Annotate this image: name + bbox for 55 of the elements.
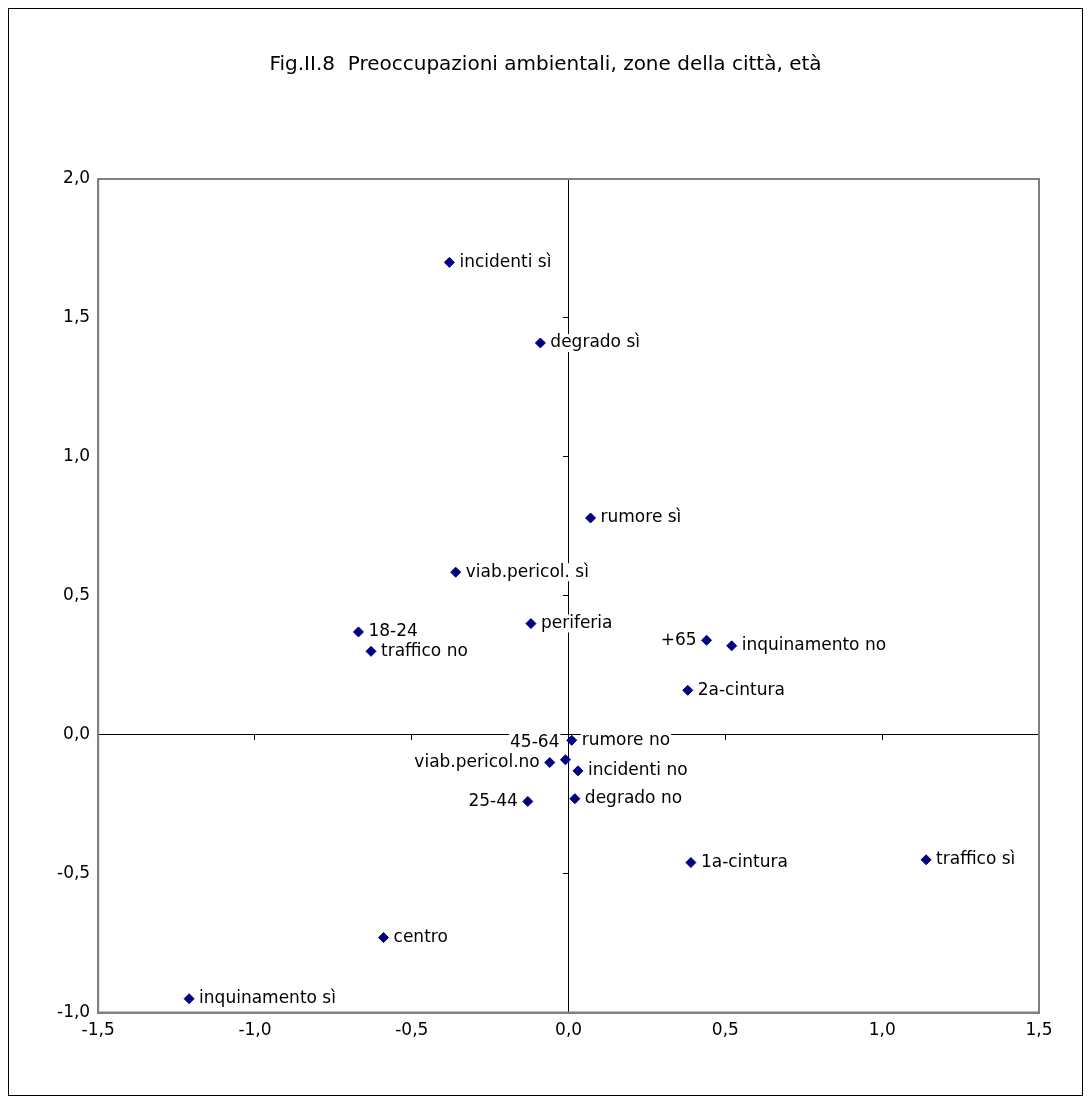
x-tick-label: 1,0 (868, 1019, 896, 1040)
annotation: +65 (660, 628, 697, 649)
annotation: periferia (540, 612, 613, 633)
point (726, 640, 738, 652)
point (682, 684, 694, 696)
y-tick-label: 0,0 (63, 723, 91, 744)
point (443, 256, 455, 268)
x-tick-label: -1,0 (238, 1019, 272, 1040)
x-tick-label: 0,5 (711, 1019, 739, 1040)
point (522, 795, 534, 807)
point (450, 566, 462, 578)
x-tick-label: 0,0 (555, 1019, 583, 1040)
point (701, 634, 713, 646)
annotation: inquinamento no (741, 634, 887, 655)
chart-title: Fig.II.8 Preoccupazioni ambientali, zone della città, età (268, 50, 823, 77)
point (920, 854, 932, 866)
annotation: viab.pericol. sì (465, 560, 589, 581)
annotation: centro (393, 926, 448, 946)
point (544, 757, 556, 769)
point (365, 645, 377, 657)
point (534, 337, 546, 349)
annotation: degrado sì (550, 331, 640, 352)
annotation: 45-64 (510, 731, 560, 752)
annotation: incidenti sì (459, 250, 552, 271)
point (525, 618, 537, 630)
annotation: viab.pericol.no (414, 750, 540, 771)
point (569, 793, 581, 805)
annotation: 18-24 (368, 620, 418, 641)
point (685, 857, 697, 869)
annotation: traffico sì (936, 848, 1016, 869)
y-tick-label: 1,5 (63, 306, 91, 327)
annotation: inquinamento sì (199, 987, 336, 1008)
x-tick-label: -0,5 (395, 1019, 429, 1040)
y-tick-label: -0,5 (57, 862, 91, 883)
annotation: 2a-cintura (697, 678, 785, 699)
y-tick-label: -1,0 (57, 1001, 91, 1022)
point (378, 932, 390, 944)
annotation: rumore sì (600, 506, 682, 527)
point (559, 754, 571, 766)
annotation: 1a-cintura (700, 850, 788, 871)
annotation: incidenti no (587, 759, 688, 780)
point (566, 734, 578, 746)
annotation: 25-44 (468, 789, 518, 810)
annotation: rumore no (581, 728, 671, 749)
point (183, 993, 195, 1005)
annotation: degrado no (584, 787, 683, 808)
x-tick-label: -1,5 (81, 1019, 115, 1040)
y-tick-label: 1,0 (63, 445, 91, 466)
x-tick-label: 1,5 (1025, 1019, 1053, 1040)
annotation: traffico no (381, 639, 468, 660)
y-tick-label: 2,0 (63, 167, 91, 188)
point (572, 765, 584, 777)
point (352, 626, 364, 638)
y-tick-label: 0,5 (63, 584, 91, 605)
point (585, 512, 597, 524)
